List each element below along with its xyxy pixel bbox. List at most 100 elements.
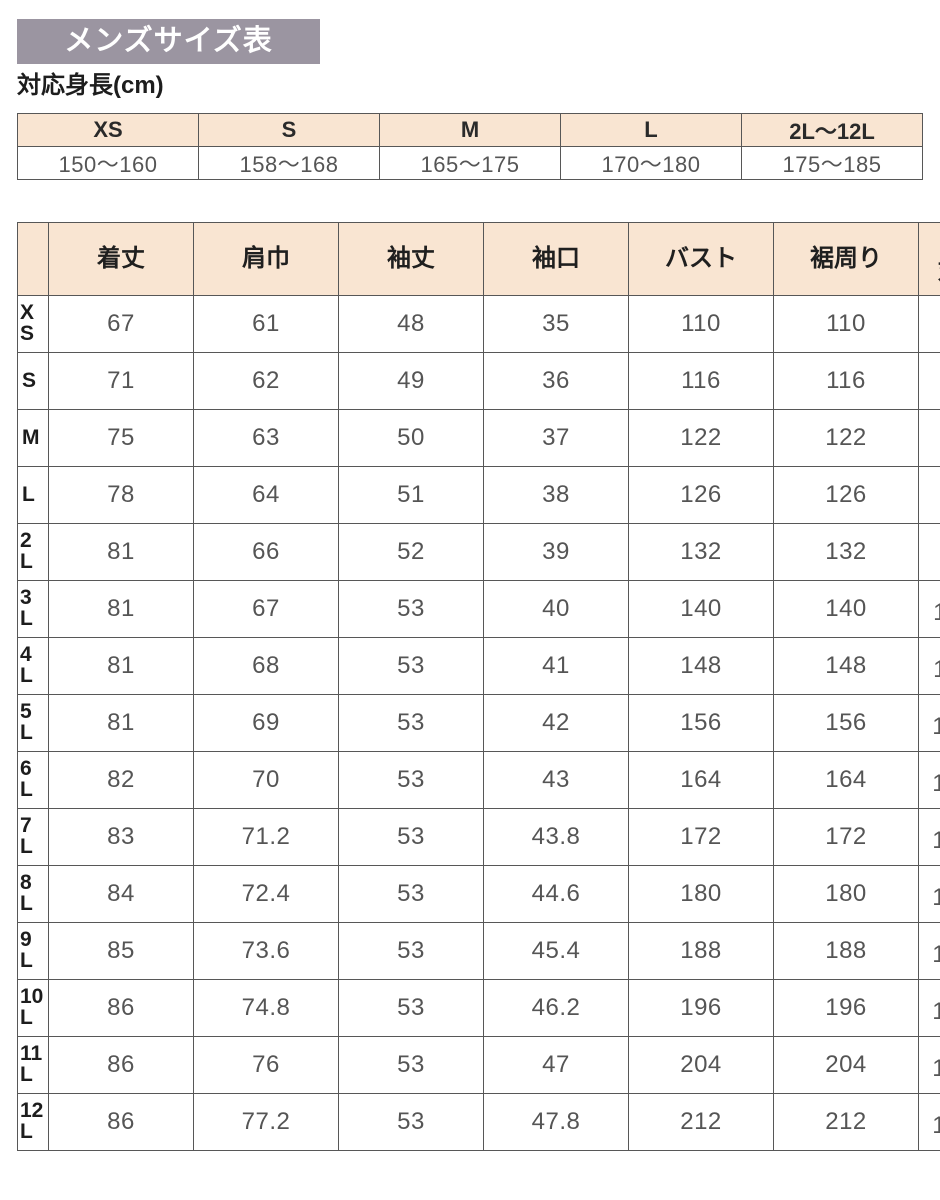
cell-susomawari: 180 [773,865,919,923]
measurement-header-sodetake: 袖丈 [338,222,484,296]
cell-susomawari: 188 [773,922,919,980]
row-size-label: 11 L [17,1036,49,1094]
cell-sodeguchi: 45.4 [483,922,629,980]
height-range-table: XS S M L 2L〜12L 150〜160 158〜168 165〜175 … [17,113,923,180]
size-label-bottom: L [20,835,33,858]
cell-susomawari: 132 [773,523,919,581]
height-size-header-s: S [198,113,380,147]
cell-sodetake: 48 [338,295,484,353]
cell-kitake: 75 [48,409,194,467]
measurement-header-corner [17,222,49,296]
cell-sodeguchi: 43.8 [483,808,629,866]
measurement-table: 着丈 肩巾 袖丈 袖口 バスト 裾周り バスト 対応寸法 XS676148351… [17,222,940,1151]
cell-susomawari: 140 [773,580,919,638]
table-row: 3L81675340140140106〜114 [17,580,940,638]
size-label-top: 3 [20,586,32,610]
row-size-label: M [17,409,49,467]
cell-bust-fit: 114〜122 [918,637,940,695]
cell-sodetake: 52 [338,523,484,581]
cell-susomawari: 148 [773,637,919,695]
cell-kitake: 71 [48,352,194,410]
cell-kitake: 81 [48,580,194,638]
height-range-2l-12l: 175〜185 [741,146,923,180]
cell-bust-fit: 162〜170 [918,979,940,1037]
height-size-header-xs: XS [17,113,199,147]
cell-bust-fit: 138〜146 [918,808,940,866]
size-label-top: 10 [20,985,44,1009]
measurement-header-kitake: 着丈 [48,222,194,296]
cell-bust-fit: 130〜138 [918,751,940,809]
table-row: XS6761483511011076〜84 [17,295,940,353]
cell-susomawari: 172 [773,808,919,866]
size-label-bottom: S [20,322,35,345]
measurement-header-sodeguchi: 袖口 [483,222,629,296]
size-label-top: 11 [20,1042,43,1066]
cell-sodeguchi: 43 [483,751,629,809]
size-label-top: 12 [20,1099,44,1123]
height-range-l: 170〜180 [560,146,742,180]
cell-bust-fit: 82〜90 [918,352,940,410]
cell-kitake: 86 [48,979,194,1037]
cell-katahaba: 72.4 [193,865,339,923]
cell-sodeguchi: 44.6 [483,865,629,923]
size-label-bottom: L [20,949,33,972]
cell-kitake: 82 [48,751,194,809]
cell-sodeguchi: 38 [483,466,629,524]
size-label-bottom: L [20,1063,33,1086]
cell-kitake: 86 [48,1093,194,1151]
size-label-stack: 12 L [19,1101,47,1142]
table-row: M7563503712212288〜96 [17,409,940,467]
measurement-header-bust: バスト [628,222,774,296]
cell-susomawari: 126 [773,466,919,524]
measurement-header-bust-fit: バスト 対応寸法 [918,222,940,296]
height-range-xs: 150〜160 [17,146,199,180]
table-row: 2L8166523913213298〜106 [17,523,940,581]
measurement-header-susomawari: 裾周り [773,222,919,296]
cell-susomawari: 122 [773,409,919,467]
size-label-bottom: L [20,550,33,573]
cell-bust: 188 [628,922,774,980]
cell-susomawari: 110 [773,295,919,353]
table-row: 4L81685341148148114〜122 [17,637,940,695]
cell-susomawari: 116 [773,352,919,410]
cell-sodeguchi: 47 [483,1036,629,1094]
cell-bust-fit: 92〜100 [918,466,940,524]
height-section-caption: 対応身長(cm) [17,72,164,99]
size-label-top: 4 [20,643,32,667]
cell-susomawari: 204 [773,1036,919,1094]
cell-sodeguchi: 47.8 [483,1093,629,1151]
height-table-value-row: 150〜160 158〜168 165〜175 170〜180 175〜185 [17,146,923,180]
cell-kitake: 81 [48,523,194,581]
cell-sodetake: 53 [338,751,484,809]
cell-bust-fit: 146〜154 [918,865,940,923]
measurement-header-katahaba: 肩巾 [193,222,339,296]
size-label-bottom: L [20,1006,33,1029]
size-label-single: S [22,369,37,393]
cell-katahaba: 68 [193,637,339,695]
size-label-top: 2 [20,529,32,553]
size-label-top: 6 [20,757,32,781]
cell-sodetake: 53 [338,1036,484,1094]
cell-bust: 180 [628,865,774,923]
size-label-stack: 10 L [19,987,47,1028]
cell-bust: 122 [628,409,774,467]
height-range-m: 165〜175 [379,146,561,180]
cell-katahaba: 69 [193,694,339,752]
cell-sodeguchi: 39 [483,523,629,581]
cell-sodetake: 53 [338,637,484,695]
height-size-header-l: L [560,113,742,147]
